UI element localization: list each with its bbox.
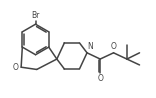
Text: Br: Br xyxy=(31,11,40,20)
Text: O: O xyxy=(12,63,18,72)
Text: O: O xyxy=(97,74,103,83)
Text: N: N xyxy=(88,42,93,51)
Text: O: O xyxy=(111,42,117,51)
